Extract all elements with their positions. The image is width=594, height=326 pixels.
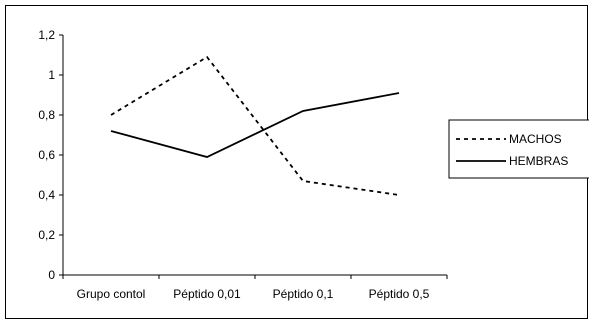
series-line-machos: [110, 55, 400, 196]
x-tick-label: Péptido 0,5: [369, 287, 430, 301]
x-tick-label: Péptido 0,1: [273, 287, 334, 301]
legend-label-machos: MACHOS: [509, 132, 562, 146]
line-chart: 0 0,2 0,4 0,6 0,8 1 1,2 Grupo contol Péptido 0,0…: [38, 28, 592, 301]
y-tick-label: 0,2: [38, 228, 55, 242]
y-tick-label: 0,6: [38, 148, 55, 162]
x-tick-label: Grupo contol: [77, 287, 146, 301]
legend: MACHOS HEMBRAS: [448, 119, 592, 179]
legend-box: [448, 119, 592, 179]
legend-label-hembras: HEMBRAS: [509, 154, 568, 168]
y-tick-label: 1,2: [38, 28, 55, 42]
y-tick-label: 0,8: [38, 108, 55, 122]
series-line-hembras: [110, 92, 400, 158]
y-tick-label: 0,4: [38, 188, 55, 202]
x-tick-label: Péptido 0,01: [173, 287, 241, 301]
y-tick-label: 0: [48, 268, 55, 282]
series-lines: [110, 55, 400, 196]
y-tick-label: 1: [48, 68, 55, 82]
chart-frame: 0 0,2 0,4 0,6 0,8 1 1,2 Grupo contol Péptido 0,0…: [5, 5, 592, 319]
axes: 0 0,2 0,4 0,6 0,8 1 1,2 Grupo contol Péptido 0,0…: [38, 28, 448, 301]
